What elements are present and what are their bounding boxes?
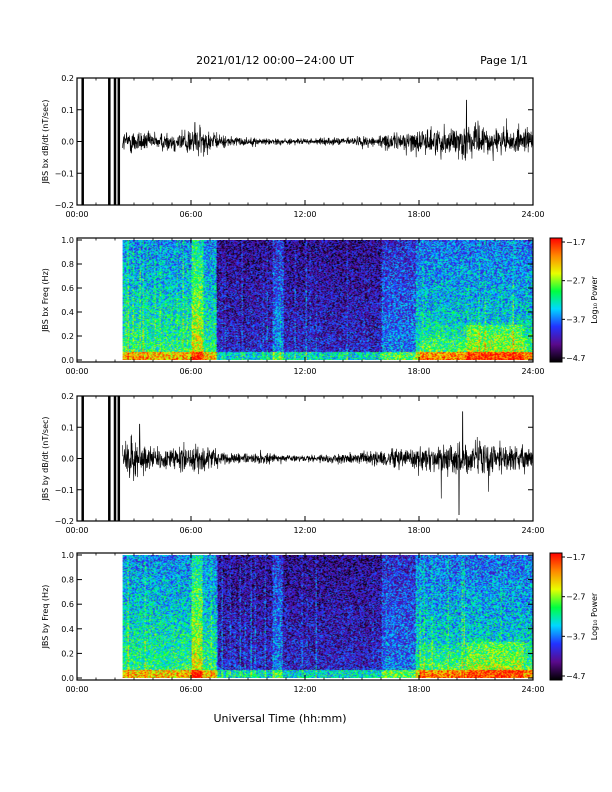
- x-tick-label: 06:00: [179, 367, 202, 376]
- page-number: Page 1/1: [480, 54, 528, 67]
- data-gap-spike: [113, 396, 117, 521]
- x-tick-label: 06:00: [179, 526, 202, 535]
- y-axis-label: JBS by Freq (Hz): [41, 585, 50, 650]
- y-tick-label: 0.2: [61, 649, 74, 658]
- data-gap-spike: [81, 78, 84, 205]
- x-tick-label: 00:00: [65, 367, 88, 376]
- data-gap-spike: [81, 396, 84, 521]
- panel-by-dbdt: 00:00 06:00 12:00 18:00 24:00 0.2 0.1 0.0 −0.1 −0…: [41, 392, 545, 535]
- y-tick-label: 1.0: [61, 551, 74, 560]
- colorbar-tick-label: −3.7: [566, 315, 585, 324]
- y-tick-label: 0.6: [61, 284, 74, 293]
- y-tick-label: 0.2: [61, 392, 74, 401]
- y-tick-label: 0.8: [61, 260, 74, 269]
- y-tick-label: −0.2: [55, 517, 74, 526]
- panel-bx-spectrogram: −1.7 −2.7 −3.7 −4.7 Log₁₀ Power 00:00 06:00 12:…: [41, 236, 599, 376]
- y-tick-label: 1.0: [61, 236, 74, 245]
- x-tick-label: 00:00: [65, 210, 88, 219]
- x-tick-label: 00:00: [65, 685, 88, 694]
- plot-frame: [76, 77, 534, 206]
- colorbar-tick-label: −4.7: [566, 672, 585, 681]
- y-tick-label: 0.0: [61, 455, 74, 464]
- data-gap-spike: [117, 396, 121, 521]
- colorbar-tick-label: −3.7: [566, 632, 585, 641]
- colorbar-tick-label: −4.7: [566, 354, 585, 363]
- x-axis-label: Universal Time (hh:mm): [214, 712, 347, 725]
- series-line: [122, 99, 534, 162]
- y-axis-label: JBS bx Freq (Hz): [41, 268, 50, 333]
- x-tick-label: 24:00: [521, 526, 544, 535]
- x-tick-label: 12:00: [293, 367, 316, 376]
- x-tick-label: 18:00: [407, 685, 430, 694]
- x-tick-label: 06:00: [179, 210, 202, 219]
- y-tick-label: 0.4: [61, 625, 74, 634]
- x-tick-label: 24:00: [521, 685, 544, 694]
- y-tick-label: −0.1: [55, 486, 74, 495]
- figure-title: 2021/01/12 00:00−24:00 UT: [196, 54, 354, 67]
- x-tick-label: 18:00: [407, 210, 430, 219]
- colorbar-tick-label: −2.7: [566, 593, 585, 602]
- y-tick-label: 0.0: [61, 138, 74, 147]
- y-axis-label: JBS bx dB/dt (nT/sec): [41, 99, 50, 184]
- colorbar: −1.7 −2.7 −3.7 −4.7 Log₁₀ Power: [549, 552, 599, 681]
- colorbar-label: Log₁₀ Power: [590, 276, 599, 324]
- y-tick-label: 0.2: [61, 74, 74, 83]
- x-tick-label: 12:00: [293, 685, 316, 694]
- y-tick-label: 0.1: [61, 423, 74, 432]
- plot-frame: [76, 552, 534, 681]
- spectrogram-image: [122, 240, 533, 360]
- y-tick-label: 0.4: [61, 308, 74, 317]
- x-tick-label: 00:00: [65, 526, 88, 535]
- y-axis-label: JBS by dB/dt (nT/sec): [41, 416, 50, 501]
- colorbar-gradient: [549, 552, 563, 681]
- y-tick-label: 0.6: [61, 600, 74, 609]
- y-tick-label: 0.0: [61, 356, 74, 365]
- colorbar-tick-label: −1.7: [566, 238, 585, 247]
- plot-frame: [76, 237, 534, 363]
- x-tick-label: 12:00: [293, 526, 316, 535]
- y-tick-label: 0.0: [61, 674, 74, 683]
- x-tick-label: 18:00: [407, 526, 430, 535]
- data-gap-spike: [108, 396, 111, 521]
- y-tick-label: 0.1: [61, 106, 74, 115]
- data-gap-spike: [113, 78, 117, 205]
- x-tick-label: 24:00: [521, 367, 544, 376]
- y-tick-label: −0.1: [55, 169, 74, 178]
- colorbar-tick-label: −1.7: [566, 553, 585, 562]
- series-line: [122, 411, 534, 516]
- plot-frame: [76, 395, 534, 522]
- y-tick-label: 0.2: [61, 332, 74, 341]
- data-gap-spike: [117, 78, 121, 205]
- panel-bx-dbdt: 00:00 06:00 12:00 18:00 24:00 0.2 0.1 0.0 −0.1 −0…: [41, 74, 545, 219]
- colorbar-gradient: [549, 237, 563, 363]
- x-tick-label: 12:00: [293, 210, 316, 219]
- x-tick-label: 06:00: [179, 685, 202, 694]
- x-tick-label: 24:00: [521, 210, 544, 219]
- y-tick-label: −0.2: [55, 201, 74, 210]
- panel-by-spectrogram: −1.7 −2.7 −3.7 −4.7 Log₁₀ Power 00:00 06:00 12:…: [41, 551, 599, 694]
- spectrogram-image: [122, 555, 533, 678]
- y-tick-label: 0.8: [61, 576, 74, 585]
- colorbar-label: Log₁₀ Power: [590, 592, 599, 640]
- colorbar-tick-label: −2.7: [566, 277, 585, 286]
- data-gap-spike: [108, 78, 111, 205]
- colorbar: −1.7 −2.7 −3.7 −4.7 Log₁₀ Power: [549, 237, 599, 363]
- x-tick-label: 18:00: [407, 367, 430, 376]
